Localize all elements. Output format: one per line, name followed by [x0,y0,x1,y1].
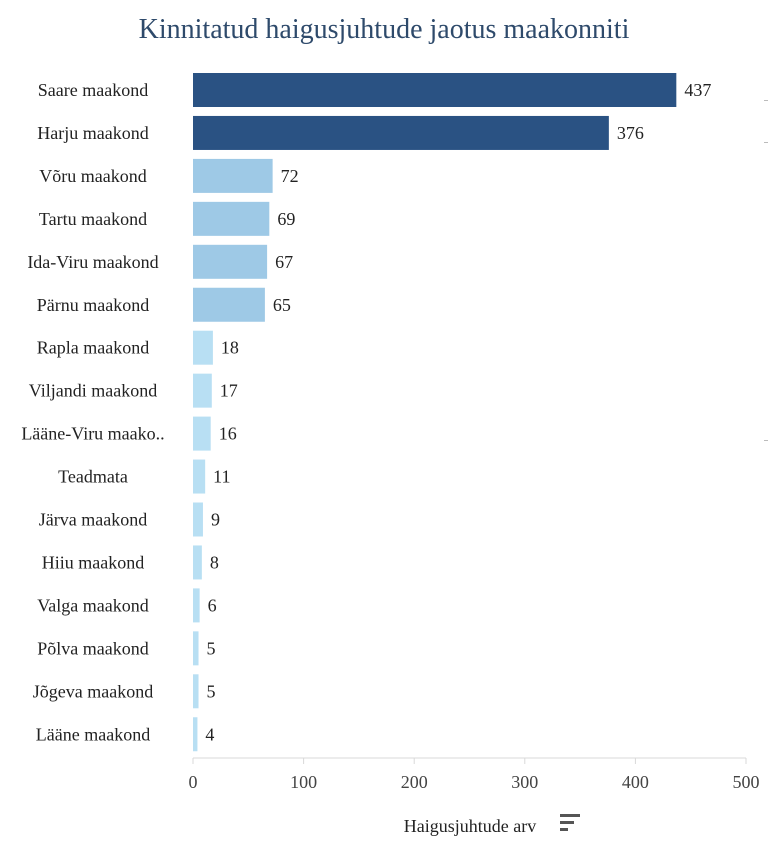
bar[interactable] [193,115,609,150]
category-label: Lääne-Viru maako.. [21,424,164,444]
value-label: 5 [207,638,216,658]
category-label: Lääne maakond [36,724,150,744]
category-label: Pärnu maakond [37,295,149,315]
x-tick-label: 100 [290,772,317,792]
x-tick-label: 400 [622,772,649,792]
value-label: 376 [617,123,644,143]
bar[interactable] [193,416,211,451]
category-label: Teadmata [58,467,128,487]
category-label: Järva maakond [39,510,147,530]
bar[interactable] [193,330,213,365]
value-label: 18 [221,338,239,358]
bar[interactable] [193,201,270,236]
bar[interactable] [193,545,202,580]
bar[interactable] [193,717,198,752]
value-label: 67 [275,252,293,272]
value-label: 5 [207,681,216,701]
value-label: 8 [210,552,219,572]
x-tick-label: 300 [511,772,538,792]
value-label: 65 [273,295,291,315]
side-markers [764,100,768,441]
value-label: 69 [277,209,295,229]
category-labels: Saare maakond Harju maakond Võru maakond Ta… [21,80,164,744]
category-label: Hiiu maakond [42,552,144,572]
category-label: Ida-Viru maakond [27,252,158,272]
bar[interactable] [193,502,203,537]
bars [193,73,677,752]
value-label: 16 [219,424,237,444]
category-label: Viljandi maakond [29,381,157,401]
bar[interactable] [193,287,265,322]
x-axis-title: Haigusjuhtude arv [404,816,536,836]
chart-title: Kinnitatud haigusjuhtude jaotus maakonni… [138,14,630,45]
bar[interactable] [193,73,677,107]
bar[interactable] [193,588,200,623]
category-label: Võru maakond [39,166,146,186]
x-tick-label: 0 [189,772,198,792]
value-label: 11 [213,467,230,487]
value-label: 72 [281,166,299,186]
value-label: 437 [684,80,711,100]
category-label: Tartu maakond [39,209,147,229]
category-label: Rapla maakond [37,338,149,358]
bar[interactable] [193,158,273,193]
category-label: Harju maakond [37,123,148,143]
bar[interactable] [193,244,268,279]
value-label: 6 [208,595,217,615]
category-label: Põlva maakond [37,638,148,658]
x-tick-label: 500 [733,772,760,792]
sort-icon[interactable] [560,814,580,831]
bar[interactable] [193,674,199,709]
category-label: Valga maakond [37,595,148,615]
x-tick-label: 200 [401,772,428,792]
x-axis-ticks: 0 100 200 300 400 500 [189,758,760,792]
bar[interactable] [193,459,206,494]
value-label: 4 [205,724,214,744]
value-label: 9 [211,510,220,530]
bar[interactable] [193,631,199,666]
bar[interactable] [193,373,212,408]
category-label: Saare maakond [38,80,148,100]
value-label: 17 [220,381,238,401]
category-label: Jõgeva maakond [33,681,153,701]
